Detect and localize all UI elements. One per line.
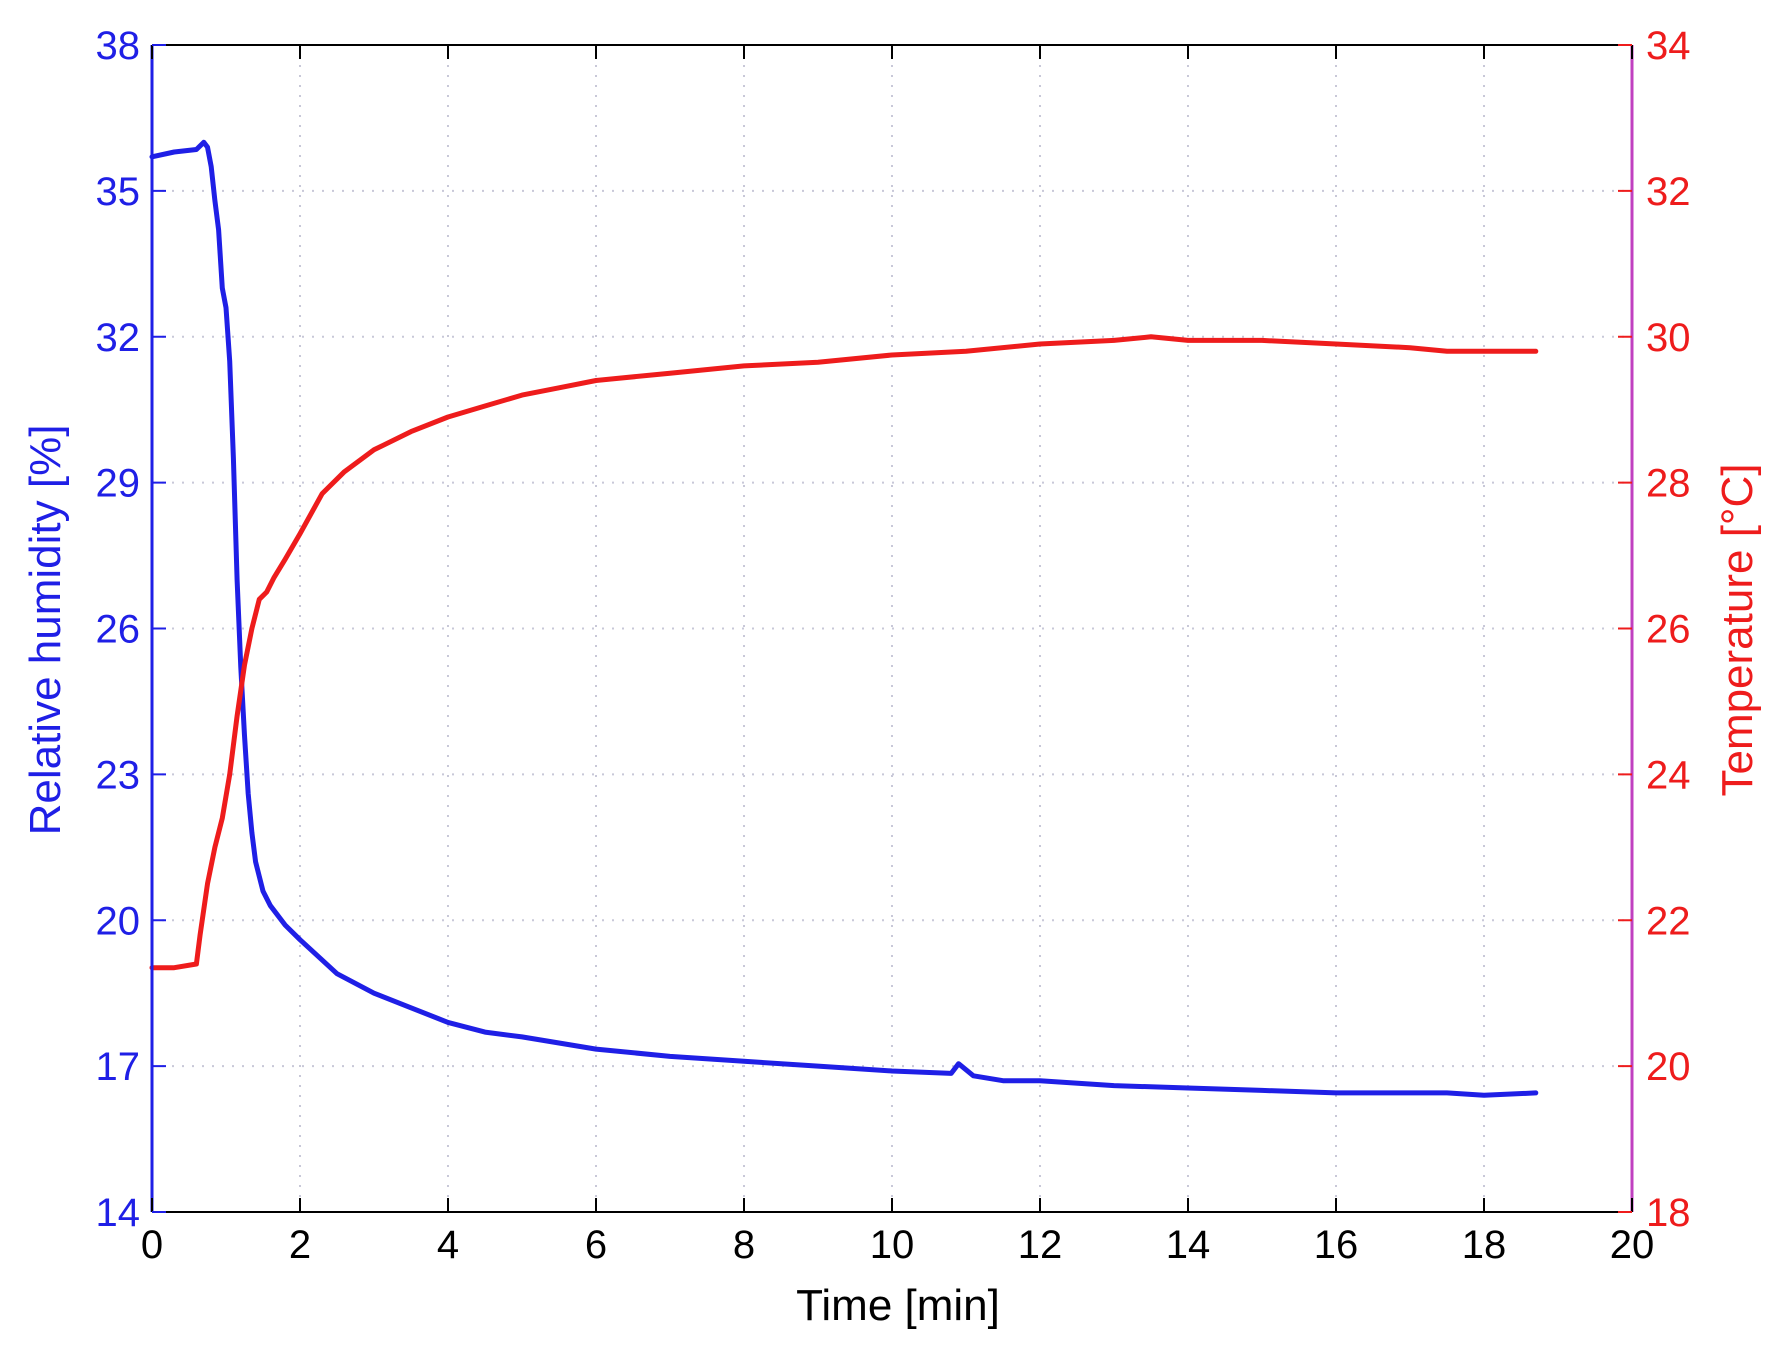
plot-series [149, 139, 1539, 1098]
x-tick-label: 2 [289, 1223, 311, 1267]
right-y-tick-label: 24 [1646, 753, 1691, 797]
x-axis-title: Time [min] [796, 1281, 1000, 1330]
right-y-tick-label: 20 [1646, 1045, 1691, 1089]
left-y-tick-label: 35 [96, 170, 141, 214]
left-y-tick-label: 38 [96, 24, 141, 68]
left-y-tick-label: 26 [96, 608, 141, 652]
grid-lines [152, 45, 1632, 1212]
right-y-tick-label: 22 [1646, 899, 1691, 943]
right-y-tick-label: 34 [1646, 24, 1691, 68]
humidity-line [149, 139, 1539, 1098]
x-tick-label: 16 [1314, 1223, 1359, 1267]
left-y-axis-title: Relative humidity [%] [21, 425, 70, 836]
right-y-tick-label: 26 [1646, 608, 1691, 652]
x-tick-label: 14 [1166, 1223, 1211, 1267]
x-tick-label: 6 [585, 1223, 607, 1267]
x-tick-label: 20 [1610, 1223, 1655, 1267]
left-y-tick-label: 14 [96, 1191, 141, 1235]
x-tick-label: 12 [1018, 1223, 1063, 1267]
right-y-tick-label: 32 [1646, 170, 1691, 214]
left-y-tick-label: 29 [96, 462, 141, 506]
left-y-tick-label: 17 [96, 1045, 141, 1089]
right-y-axis-title: Temperature [°C] [1713, 463, 1762, 796]
left-y-tick-label: 32 [96, 316, 141, 360]
x-tick-label: 18 [1462, 1223, 1507, 1267]
x-tick-label: 4 [437, 1223, 459, 1267]
right-y-tick-label: 30 [1646, 316, 1691, 360]
temperature-line [149, 334, 1539, 971]
x-tick-label: 0 [141, 1223, 163, 1267]
right-y-tick-label: 18 [1646, 1191, 1691, 1235]
left-y-tick-label: 20 [96, 899, 141, 943]
x-tick-label: 10 [870, 1223, 915, 1267]
right-y-tick-label: 28 [1646, 462, 1691, 506]
tick-labels: 0 2 4 6 8 10 12 14 16 18 2014172023262932353818202… [96, 24, 1691, 1267]
axes [150, 44, 1634, 1213]
x-tick-label: 8 [733, 1223, 755, 1267]
left-y-tick-label: 23 [96, 753, 141, 797]
